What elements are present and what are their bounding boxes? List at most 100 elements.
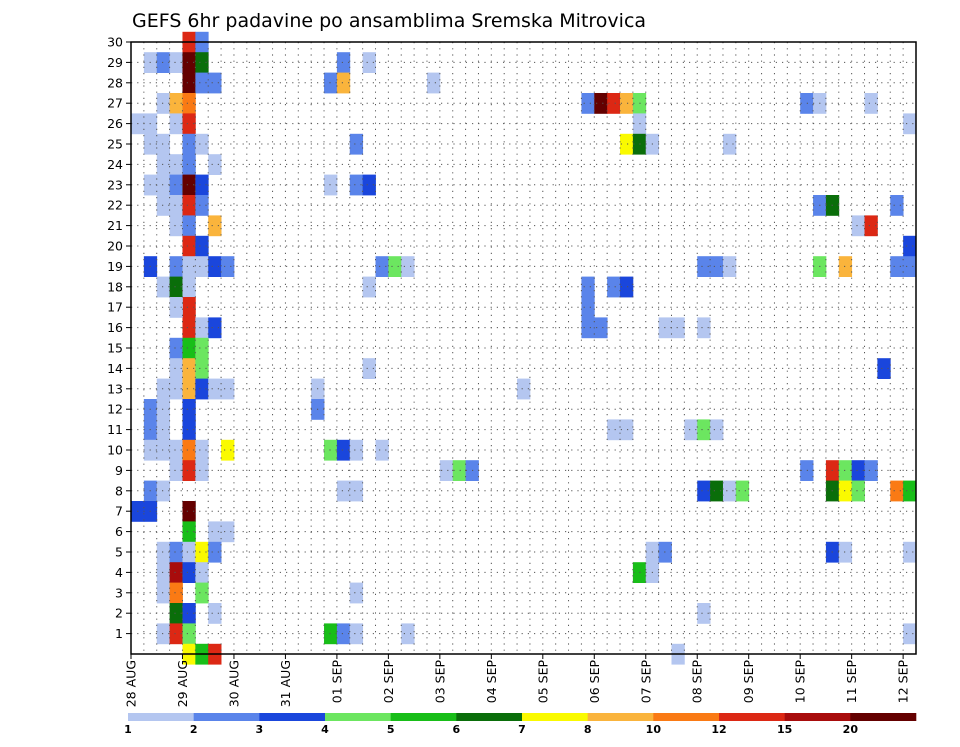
heatmap-cell [182,113,196,135]
colorbar-segment [522,713,588,721]
heatmap-cell [195,541,209,563]
y-tick-label: 28 [107,75,123,90]
heatmap-cell [182,541,196,563]
x-tick-label: 12 SEP [896,660,911,704]
heatmap-cell [452,460,466,481]
heatmap-cell [195,133,209,155]
heatmap-cell [336,72,351,94]
heatmap-cell [195,195,209,216]
heatmap-cell [169,276,183,298]
heatmap-cell [182,195,196,216]
grid-lines [131,42,916,654]
y-tick-label: 16 [107,320,123,335]
heatmap-cell [169,174,183,196]
x-tick-label: 06 SEP [587,660,602,704]
y-tick-label: 3 [115,585,123,600]
heatmap-cell [169,297,183,318]
heatmap-cell [864,93,878,114]
heatmap-cell [208,378,222,400]
heatmap-cell [169,154,183,175]
y-tick-label: 6 [115,524,123,539]
heatmap-cell [169,378,183,400]
heatmap-cell [221,439,235,461]
heatmap-cell [182,603,196,624]
heatmap-cell [195,174,209,196]
colorbar-label: 7 [518,723,526,736]
heatmap-cell [838,460,853,481]
heatmap-cell [851,480,865,502]
colorbar-label: 1 [124,723,132,736]
heatmap-cell [169,256,183,277]
heatmap-cell [221,521,235,543]
y-tick-label: 2 [115,606,123,621]
heatmap-cell [195,235,209,257]
heatmap-cell [208,256,222,277]
heatmap-cell [722,480,737,502]
x-tick-label: 01 SEP [329,660,344,704]
heatmap-cell [864,215,878,237]
heatmap-cell [722,256,737,277]
heatmap-cell [208,154,222,175]
heatmap-cell [684,419,698,441]
colorbar-segment [128,713,194,721]
heatmap-cells [131,31,917,665]
heatmap-cell [169,93,183,114]
heatmap-cell [182,378,196,400]
heatmap-cell [195,460,209,481]
heatmap-cell [620,93,634,114]
colorbar-segment [587,713,654,721]
heatmap-cell [594,93,608,114]
heatmap-cell [195,317,209,339]
y-tick-label: 8 [115,483,123,498]
y-tick-label: 27 [107,96,123,111]
heatmap-cell [156,562,171,583]
heatmap-cell [208,603,222,624]
heatmap-cell [156,419,171,441]
y-axis-ticks: 1234567891011121314151617181920212223242… [107,35,131,641]
heatmap-cell [156,133,171,155]
colorbar-label: 5 [387,723,395,736]
heatmap-cell [156,378,171,400]
heatmap-cell [349,174,364,196]
heatmap-cell [903,623,917,645]
heatmap-cell [208,541,222,563]
heatmap-cell [324,72,338,94]
heatmap-cell [156,52,171,73]
heatmap-cell [182,501,196,522]
heatmap-cell [221,378,235,400]
heatmap-cell [156,480,171,502]
heatmap-cell [349,480,364,502]
y-tick-label: 19 [107,259,123,274]
heatmap-cell [169,337,183,359]
heatmap-cell [362,52,376,73]
x-tick-label: 29 AUG [175,660,190,707]
heatmap-cell [903,235,917,257]
heatmap-cell [903,113,917,135]
heatmap-cell [169,439,183,461]
heatmap-cell [169,52,183,73]
heatmap-cell [336,623,351,645]
y-tick-label: 9 [115,463,123,478]
heatmap-cell [851,460,865,481]
heatmap-cell [195,378,209,400]
y-tick-label: 30 [107,35,123,50]
x-tick-label: 07 SEP [638,660,653,704]
heatmap-cell [697,419,711,441]
colorbar-segment [653,713,720,721]
x-tick-label: 11 SEP [844,660,859,704]
y-tick-label: 7 [115,504,123,519]
heatmap-cell [851,215,865,237]
y-tick-label: 26 [107,116,123,131]
y-tick-label: 5 [115,545,123,560]
heatmap-cell [336,480,351,502]
heatmap-cell [182,623,196,645]
heatmap-cell [208,317,222,339]
heatmap-cell [182,297,196,318]
heatmap-cell [182,72,196,94]
heatmap-cell [156,439,171,461]
x-tick-label: 03 SEP [432,660,447,704]
colorbar-segment [850,713,917,721]
heatmap-cell [156,582,171,604]
